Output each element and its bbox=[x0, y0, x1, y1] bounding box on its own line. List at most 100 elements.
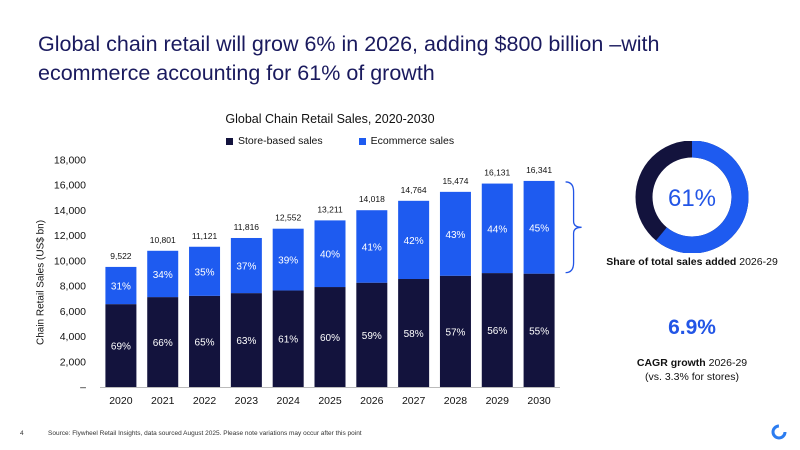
bar-store bbox=[272, 290, 304, 387]
ecommerce-percent-label: 45% bbox=[529, 223, 549, 234]
y-tick-label: 14,000 bbox=[54, 205, 86, 217]
ecommerce-percent-label: 40% bbox=[320, 250, 340, 261]
bar-ecommerce bbox=[523, 180, 555, 274]
chart-legend: Store-based sales Ecommerce sales bbox=[226, 135, 454, 147]
y-tick-label: – bbox=[80, 382, 86, 394]
store-percent-label: 57% bbox=[445, 327, 465, 338]
store-percent-label: 56% bbox=[487, 326, 507, 337]
store-percent-label: 65% bbox=[195, 337, 215, 348]
total-value-label: 13,211 bbox=[317, 204, 343, 214]
total-value-label: 15,474 bbox=[442, 176, 468, 186]
ecommerce-percent-label: 41% bbox=[362, 242, 382, 253]
source-note: Source: Flywheel Retail Insights, data s… bbox=[48, 430, 362, 437]
total-value-label: 11,121 bbox=[192, 231, 218, 241]
donut-caption-bold: Share of total sales added bbox=[606, 256, 737, 268]
ecommerce-percent-label: 44% bbox=[487, 224, 507, 235]
bar-store bbox=[398, 279, 430, 387]
slide-headline: Global chain retail will grow 6% in 2026… bbox=[38, 32, 660, 85]
bar-store bbox=[147, 297, 179, 387]
bar-store bbox=[523, 273, 555, 387]
x-tick-label: 2023 bbox=[235, 395, 259, 407]
legend-swatch-store bbox=[226, 137, 233, 145]
bar-ecommerce bbox=[356, 210, 388, 283]
x-tick-label: 2021 bbox=[151, 395, 175, 407]
bar-store bbox=[439, 275, 471, 387]
bar-ecommerce bbox=[230, 237, 262, 294]
bar-ecommerce bbox=[314, 220, 346, 288]
x-tick-label: 2024 bbox=[277, 395, 301, 407]
store-percent-label: 61% bbox=[278, 335, 298, 346]
page-number: 4 bbox=[20, 430, 24, 437]
total-value-label: 14,018 bbox=[359, 194, 385, 204]
y-tick-label: 12,000 bbox=[54, 230, 86, 242]
bar-ecommerce bbox=[272, 228, 304, 291]
donut-ecommerce-arc bbox=[655, 141, 749, 253]
y-tick-label: 16,000 bbox=[54, 180, 86, 192]
x-tick-label: 2030 bbox=[527, 395, 551, 407]
ecommerce-percent-label: 42% bbox=[404, 236, 424, 247]
store-percent-label: 55% bbox=[529, 326, 549, 337]
y-tick-label: 6,000 bbox=[60, 306, 86, 318]
ecommerce-percent-label: 31% bbox=[111, 282, 131, 293]
total-value-label: 11,816 bbox=[234, 222, 260, 232]
bar-store bbox=[314, 287, 346, 387]
ecommerce-percent-label: 37% bbox=[236, 262, 256, 273]
bar-ecommerce bbox=[189, 246, 221, 296]
bar-store bbox=[189, 295, 221, 387]
growth-bracket bbox=[565, 181, 582, 274]
x-tick-label: 2027 bbox=[402, 395, 426, 407]
bar-ecommerce bbox=[481, 183, 513, 274]
x-tick-label: 2025 bbox=[318, 395, 342, 407]
store-percent-label: 63% bbox=[236, 336, 256, 347]
y-tick-label: 4,000 bbox=[60, 331, 86, 343]
bar-store bbox=[481, 273, 513, 387]
chart-title: Global Chain Retail Sales, 2020-2030 bbox=[225, 112, 435, 126]
bar-ecommerce bbox=[147, 250, 179, 298]
ecommerce-percent-label: 43% bbox=[445, 230, 465, 241]
y-tick-label: 8,000 bbox=[60, 281, 86, 293]
legend-item-store: Store-based sales bbox=[226, 135, 323, 147]
share-donut-chart: 61% bbox=[635, 141, 749, 253]
store-percent-label: 58% bbox=[404, 329, 424, 340]
bar-store bbox=[230, 293, 262, 387]
x-tick-label: 2020 bbox=[109, 395, 133, 407]
y-tick-label: 2,000 bbox=[60, 356, 86, 368]
x-tick-label: 2026 bbox=[360, 395, 384, 407]
legend-label-ecommerce: Ecommerce sales bbox=[370, 135, 455, 147]
y-tick-label: 18,000 bbox=[54, 155, 86, 167]
x-tick-label: 2022 bbox=[193, 395, 217, 407]
total-value-label: 14,764 bbox=[401, 185, 427, 195]
x-tick-label: 2029 bbox=[486, 395, 510, 407]
total-value-label: 10,801 bbox=[150, 235, 176, 245]
ecommerce-percent-label: 39% bbox=[278, 256, 298, 267]
ecommerce-percent-label: 34% bbox=[153, 270, 173, 281]
ecommerce-percent-label: 35% bbox=[195, 267, 215, 278]
store-percent-label: 59% bbox=[362, 331, 382, 342]
store-percent-label: 66% bbox=[153, 338, 173, 349]
x-tick-label: 2028 bbox=[444, 395, 468, 407]
bar-store bbox=[105, 304, 137, 387]
bar-ecommerce bbox=[105, 266, 137, 305]
donut-caption: Share of total sales added 2026-29 bbox=[600, 255, 784, 269]
store-percent-label: 69% bbox=[111, 342, 131, 353]
total-value-label: 9,522 bbox=[110, 251, 132, 261]
cagr-value: 6.9% bbox=[668, 316, 716, 339]
legend-item-ecommerce: Ecommerce sales bbox=[358, 135, 455, 147]
brand-logo-icon bbox=[771, 424, 787, 440]
total-value-label: 16,341 bbox=[526, 165, 552, 175]
cagr-caption: CAGR growth 2026-29 (vs. 3.3% for stores… bbox=[600, 356, 784, 384]
bar-ecommerce bbox=[398, 200, 430, 280]
legend-swatch-ecommerce bbox=[358, 137, 366, 145]
store-percent-label: 60% bbox=[320, 333, 340, 344]
total-value-label: 16,131 bbox=[484, 168, 510, 178]
total-value-label: 12,552 bbox=[275, 213, 301, 223]
legend-label-store: Store-based sales bbox=[238, 135, 323, 147]
bar-store bbox=[356, 282, 388, 387]
cagr-caption-rest: 2026-29 bbox=[705, 357, 748, 369]
donut-caption-rest: 2026-29 bbox=[736, 256, 778, 268]
cagr-caption-bold: CAGR growth bbox=[636, 357, 706, 369]
bar-ecommerce bbox=[439, 191, 471, 276]
y-tick-label: 10,000 bbox=[54, 255, 86, 267]
donut-value: 61% bbox=[668, 185, 716, 212]
